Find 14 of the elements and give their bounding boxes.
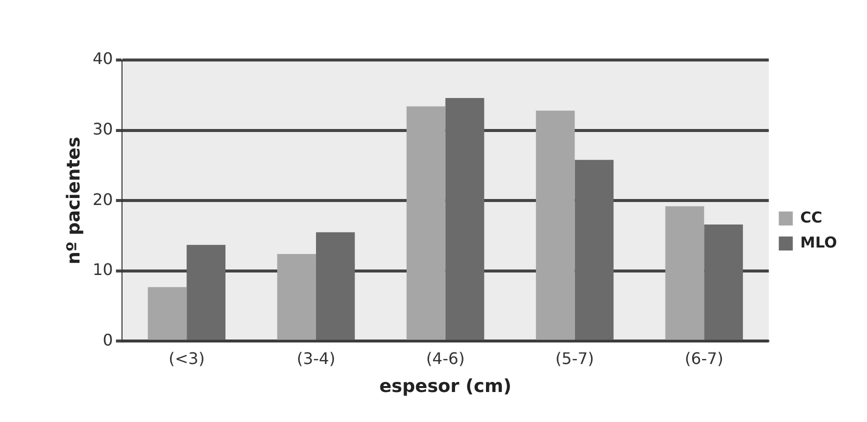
x-tick-label: (3-4) — [296, 348, 336, 368]
x-tick-label: (<3) — [168, 348, 205, 368]
y-tick-label: 30 — [92, 119, 113, 138]
y-tick-label: 0 — [102, 330, 113, 350]
x-tick-label: (5-7) — [555, 348, 594, 368]
legend-label: MLO — [800, 233, 837, 252]
x-tick-label: (6-7) — [684, 348, 724, 368]
y-tick-label: 10 — [92, 260, 113, 280]
y-tick-label: 20 — [92, 190, 113, 209]
x-axis-title: espesor (cm) — [379, 376, 512, 397]
y-axis-title: nº pacientes — [63, 136, 84, 264]
legend-label: CC — [800, 208, 822, 226]
x-tick-label: (4-6) — [426, 348, 465, 368]
y-tick-label: 40 — [92, 49, 113, 68]
